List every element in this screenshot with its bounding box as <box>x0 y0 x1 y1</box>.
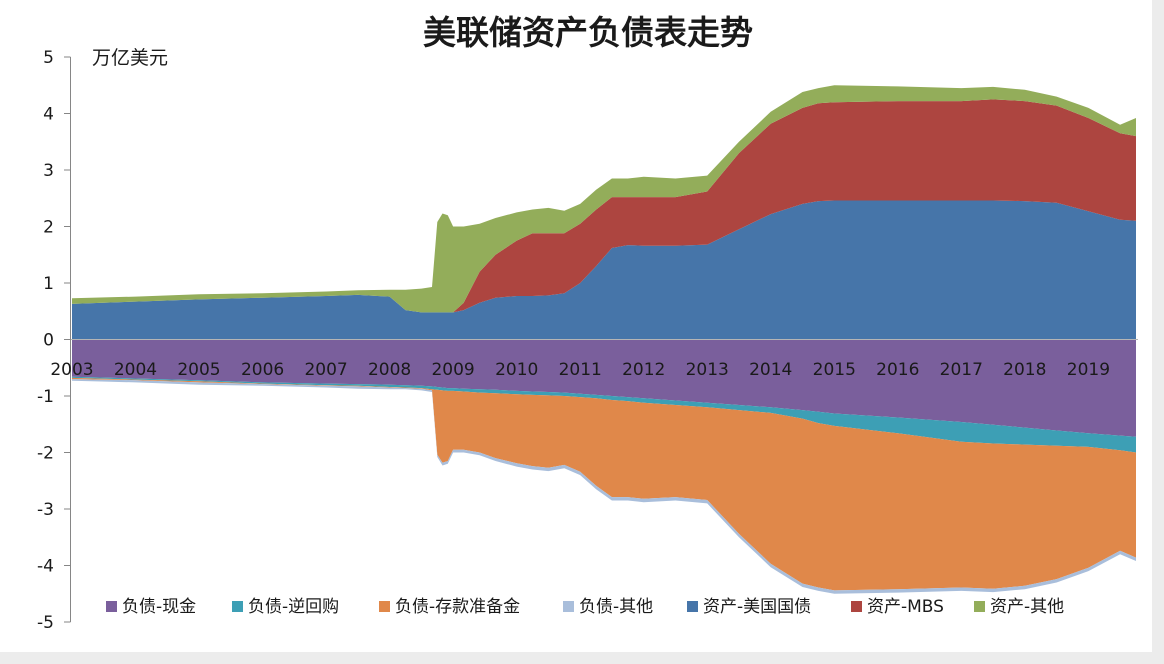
y-tick-label: 1 <box>43 274 54 294</box>
legend-swatch <box>851 601 862 612</box>
legend: 负债-现金 负债-逆回购 负债-存款准备金 负债-其他 资产-美国国债 资产-M… <box>106 597 1064 617</box>
y-tick-label: -4 <box>37 557 54 577</box>
legend-label: 负债-其他 <box>579 597 653 617</box>
legend-label: 负债-现金 <box>122 597 196 617</box>
legend-label: 资产-其他 <box>990 597 1064 617</box>
legend-label: 负债-存款准备金 <box>395 597 520 617</box>
legend-item: 负债-存款准备金 <box>379 597 520 617</box>
y-tick-label: 0 <box>43 331 54 351</box>
y-tick-label: -2 <box>37 444 54 464</box>
chart-title: 美联储资产负债表走势 <box>423 13 753 52</box>
x-tick-label: 2017 <box>940 360 983 380</box>
x-tick-label: 2016 <box>876 360 919 380</box>
x-tick-label: 2005 <box>177 360 220 380</box>
x-axis-ticks: 2003 2004 2005 2006 2007 2008 2009 2010 2011 2012… <box>50 360 1110 380</box>
y-tick-label: 3 <box>43 161 54 181</box>
y-tick-label: -5 <box>37 613 54 633</box>
y-tick-label: -1 <box>37 387 54 407</box>
y-axis-unit-label: 万亿美元 <box>92 47 168 69</box>
y-axis-ticks: 5 4 3 2 1 0 -1 -2 -3 -4 -5 <box>37 48 71 633</box>
y-tick-label: 5 <box>43 48 54 68</box>
legend-item: 资产-其他 <box>974 597 1064 617</box>
x-tick-label: 2008 <box>368 360 411 380</box>
chart-panel: 美联储资产负债表走势 万亿美元 5 4 3 2 1 0 -1 -2 -3 -4 -5 2003 200… <box>0 0 1152 652</box>
legend-label: 资产-MBS <box>867 597 944 617</box>
legend-swatch <box>379 601 390 612</box>
legend-swatch <box>106 601 117 612</box>
x-tick-label: 2004 <box>114 360 157 380</box>
x-tick-label: 2012 <box>622 360 665 380</box>
legend-item: 负债-其他 <box>563 597 653 617</box>
x-tick-label: 2006 <box>241 360 284 380</box>
area-asset-mbs <box>72 99 1136 313</box>
legend-item: 负债-现金 <box>106 597 196 617</box>
legend-label: 负债-逆回购 <box>248 597 339 617</box>
area-asset-treasuries <box>72 200 1136 340</box>
plot-areas <box>72 85 1136 594</box>
y-tick-label: 4 <box>43 105 54 125</box>
y-tick-label: 2 <box>43 218 54 238</box>
legend-swatch <box>687 601 698 612</box>
legend-swatch <box>563 601 574 612</box>
legend-item: 资产-美国国债 <box>687 597 811 617</box>
legend-swatch <box>232 601 243 612</box>
x-tick-label: 2015 <box>813 360 856 380</box>
x-tick-label: 2009 <box>431 360 474 380</box>
x-tick-label: 2003 <box>50 360 93 380</box>
area-liability-reserves <box>72 377 1136 591</box>
x-tick-label: 2019 <box>1067 360 1110 380</box>
x-tick-label: 2010 <box>495 360 538 380</box>
legend-item: 资产-MBS <box>851 597 944 617</box>
legend-swatch <box>974 601 985 612</box>
legend-label: 资产-美国国债 <box>703 597 811 617</box>
x-tick-label: 2011 <box>559 360 602 380</box>
legend-item: 负债-逆回购 <box>232 597 339 617</box>
x-tick-label: 2007 <box>304 360 347 380</box>
area-asset-other <box>72 85 1136 313</box>
x-tick-label: 2014 <box>749 360 792 380</box>
x-tick-label: 2018 <box>1003 360 1046 380</box>
y-tick-label: -3 <box>37 500 54 520</box>
x-tick-label: 2013 <box>686 360 729 380</box>
area-liability-cash <box>72 339 1136 437</box>
